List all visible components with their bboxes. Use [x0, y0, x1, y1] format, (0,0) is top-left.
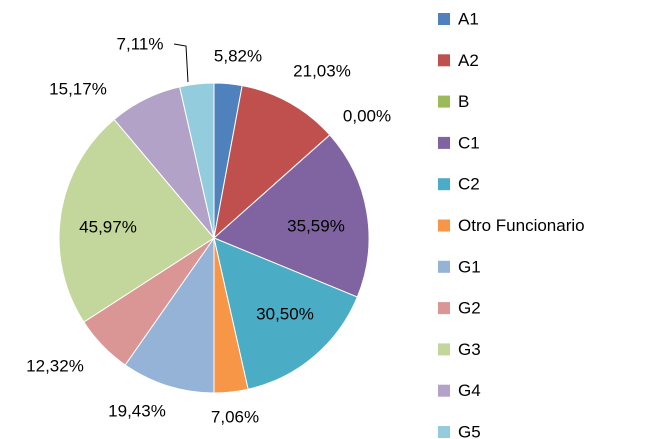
legend-label: G2 [458, 299, 481, 318]
legend-label: G1 [458, 257, 481, 276]
legend-label: C2 [458, 175, 480, 194]
legend-swatch [438, 426, 450, 438]
legend-label: A2 [458, 51, 479, 70]
pie-slice [213, 237, 358, 390]
legend-swatch [438, 384, 450, 397]
data-label: 5,82% [214, 46, 262, 65]
legend-label: C1 [458, 133, 480, 152]
legend-swatch [438, 219, 450, 232]
legend-swatch [438, 343, 450, 356]
legend-label: B [458, 92, 469, 111]
legend-swatch [438, 302, 450, 315]
pie-slice [179, 82, 215, 239]
legend-label: A1 [458, 9, 479, 28]
data-label: 15,17% [49, 79, 107, 98]
data-label: 30,50% [256, 304, 314, 323]
legend-label: Otro Funcionario [458, 216, 585, 235]
data-label: 19,43% [108, 401, 166, 420]
legend-swatch [438, 178, 450, 191]
data-label: 12,32% [26, 356, 84, 375]
data-label: 0,00% [343, 106, 391, 125]
data-label: 7,11% [117, 34, 164, 53]
data-label: 21,03% [293, 61, 351, 80]
pie-slice [124, 236, 215, 394]
legend-swatch [438, 54, 450, 67]
pie-slice [58, 118, 215, 323]
data-label: 7,06% [211, 407, 259, 426]
data-label: 45,97% [79, 217, 137, 236]
legend-swatch [438, 136, 450, 149]
legend-label: G3 [458, 340, 481, 359]
legend-swatch [438, 13, 450, 25]
leader-line [173, 43, 189, 83]
legend-swatch [438, 260, 450, 273]
legend-label: G5 [458, 422, 481, 439]
pie-slice [213, 85, 331, 240]
pie-slice [213, 134, 370, 298]
data-label: 35,59% [287, 216, 345, 235]
legend-swatch [438, 95, 450, 108]
legend-label: G4 [458, 381, 481, 400]
